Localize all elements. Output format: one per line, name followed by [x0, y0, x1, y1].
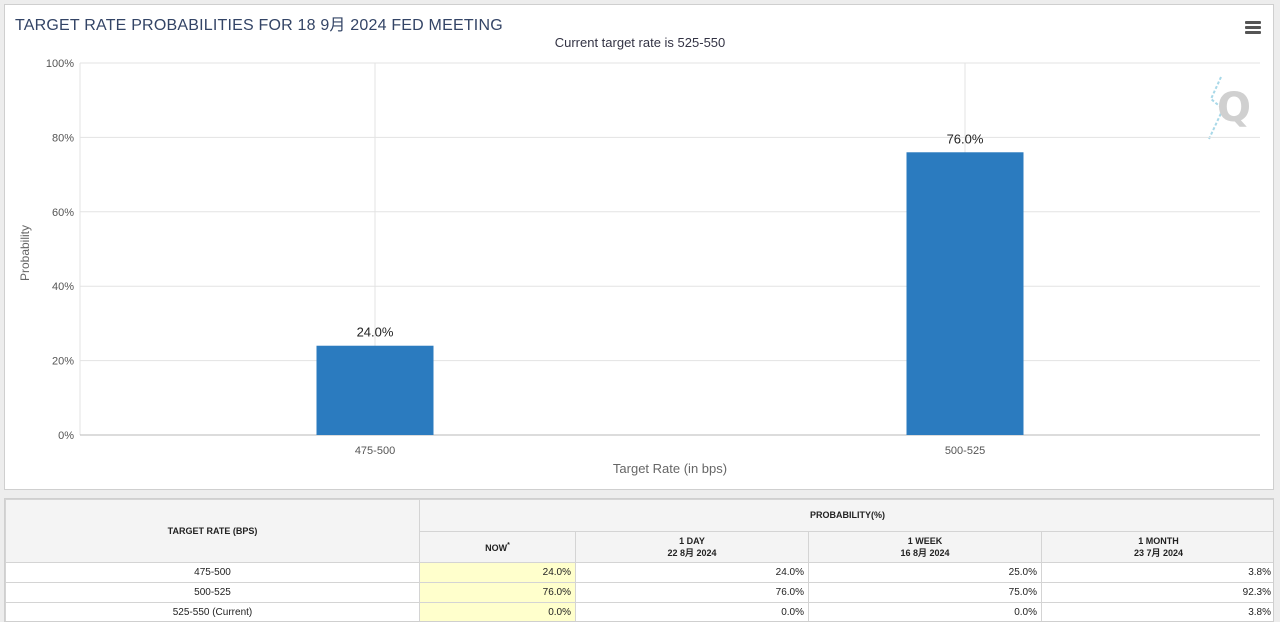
y-tick-label: 80%: [52, 132, 74, 144]
week-cell: 0.0%: [808, 602, 1042, 621]
y-tick-label: 0%: [58, 430, 74, 442]
week-cell: 75.0%: [808, 582, 1042, 603]
target-rate-header: TARGET RATE (BPS): [5, 499, 420, 563]
y-tick-label: 20%: [52, 356, 74, 368]
table-row: 500-525 76.0% 76.0% 75.0% 92.3%: [5, 582, 1273, 603]
rate-cell: 500-525: [5, 582, 420, 603]
column-header-now-label: NOW: [485, 542, 508, 553]
rate-cell: 525-550 (Current): [5, 602, 420, 621]
month-cell: 3.8%: [1041, 602, 1273, 621]
column-header-label: 1 DAY: [679, 535, 705, 546]
bar: [316, 345, 434, 435]
column-header-now: NOW*: [419, 530, 576, 563]
x-axis-title: Target Rate (in bps): [613, 461, 727, 476]
column-header-1-month: 1 MONTH 23 7月 2024: [1041, 530, 1273, 563]
day-cell: 24.0%: [575, 562, 809, 583]
svg-text:Q: Q: [1217, 85, 1251, 131]
day-cell: 0.0%: [575, 602, 809, 621]
bar-chart: 0% 20% 40% 60% 80% 100% 24.0% 475-500 76.0% 500-5…: [18, 58, 1260, 476]
data-label: 24.0%: [357, 325, 394, 340]
now-cell: 24.0%: [419, 562, 576, 583]
y-tick-label: 60%: [52, 207, 74, 219]
y-tick-label: 100%: [46, 58, 74, 70]
hamburger-menu-icon[interactable]: [1245, 21, 1261, 35]
data-label: 76.0%: [947, 131, 984, 146]
bar: [906, 152, 1024, 435]
column-header-label: 1 WEEK: [907, 535, 943, 546]
chart-subtitle: Current target rate is 525-550: [554, 35, 726, 50]
now-cell: 0.0%: [419, 602, 576, 621]
column-header-label: 1 MONTH: [1138, 535, 1179, 546]
month-cell: 92.3%: [1041, 582, 1273, 603]
chart-panel: TARGET RATE PROBABILITIES FOR 18 9月 2024…: [4, 4, 1274, 490]
column-header-1-day: 1 DAY 22 8月 2024: [575, 530, 809, 563]
table-row: 475-500 24.0% 24.0% 25.0% 3.8%: [5, 562, 1273, 583]
column-header-date: 23 7月 2024: [1133, 547, 1184, 558]
x-tick-label: 500-525: [945, 445, 985, 457]
month-cell: 3.8%: [1041, 562, 1273, 583]
y-tick-label: 40%: [52, 281, 74, 293]
column-header-date: 22 8月 2024: [667, 547, 717, 558]
table-row: 525-550 (Current) 0.0% 0.0% 0.0% 3.8%: [5, 602, 1273, 621]
column-header-now-mark: *: [507, 541, 510, 549]
chart-title: TARGET RATE PROBABILITIES FOR 18 9月 2024…: [15, 17, 503, 34]
week-cell: 25.0%: [808, 562, 1042, 583]
quikstrike-logo-icon: Q: [1208, 76, 1251, 140]
rate-cell: 475-500: [5, 562, 420, 583]
probability-table: TARGET RATE (BPS) PROBABILITY(%) NOW* 1 …: [5, 499, 1273, 621]
x-tick-label: 475-500: [355, 445, 395, 457]
now-cell: 76.0%: [419, 582, 576, 603]
probability-group-header: PROBABILITY(%): [419, 499, 1273, 532]
probability-table-panel: TARGET RATE (BPS) PROBABILITY(%) NOW* 1 …: [4, 498, 1274, 622]
day-cell: 76.0%: [575, 582, 809, 603]
y-axis-title: Probability: [18, 225, 32, 281]
column-header-date: 16 8月 2024: [900, 547, 950, 558]
column-header-1-week: 1 WEEK 16 8月 2024: [808, 530, 1042, 563]
